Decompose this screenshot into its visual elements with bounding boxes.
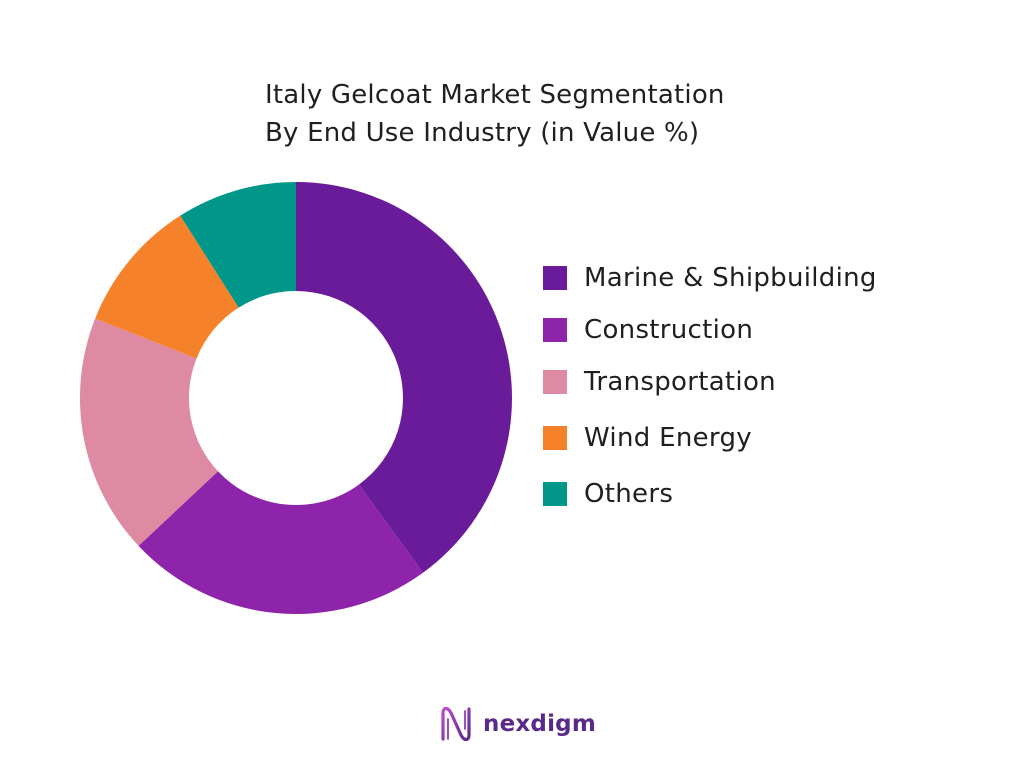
legend-item-transportation: Transportation <box>543 356 1003 408</box>
legend-swatch-marine-shipbuilding <box>543 266 567 290</box>
donut-chart <box>79 182 512 614</box>
legend-label-marine-shipbuilding: Marine & Shipbuilding <box>584 263 877 293</box>
donut-slice-marine-shipbuilding <box>296 182 512 573</box>
donut-slice-others <box>180 182 296 308</box>
chart-title-line-1: Italy Gelcoat Market Segmentation <box>265 80 725 110</box>
legend-label-transportation: Transportation <box>584 367 776 397</box>
legend-label-wind-energy: Wind Energy <box>584 423 752 453</box>
legend-item-construction: Construction <box>543 304 1003 356</box>
nexdigm-logo-icon <box>441 706 471 742</box>
legend-item-others: Others <box>543 468 1003 520</box>
legend-swatch-construction <box>543 318 567 342</box>
legend-label-construction: Construction <box>584 315 754 345</box>
donut-slice-wind-energy <box>95 215 239 359</box>
donut-slice-construction <box>138 471 423 614</box>
brand-logo: nexdigm <box>439 705 596 743</box>
donut-slice-transportation <box>79 318 219 546</box>
legend-swatch-transportation <box>543 370 567 394</box>
chart-title-line-2: By End Use Industry (in Value %) <box>265 118 700 148</box>
legend-swatch-others <box>543 482 567 506</box>
chart-title: Italy Gelcoat Market Segmentation By End… <box>265 76 725 152</box>
chart-legend: Marine & Shipbuilding Construction Trans… <box>543 252 1003 520</box>
brand-name: nexdigm <box>483 711 596 737</box>
legend-item-wind-energy: Wind Energy <box>543 412 1003 464</box>
legend-label-others: Others <box>584 479 674 509</box>
legend-swatch-wind-energy <box>543 426 567 450</box>
legend-item-marine-shipbuilding: Marine & Shipbuilding <box>543 252 1003 304</box>
